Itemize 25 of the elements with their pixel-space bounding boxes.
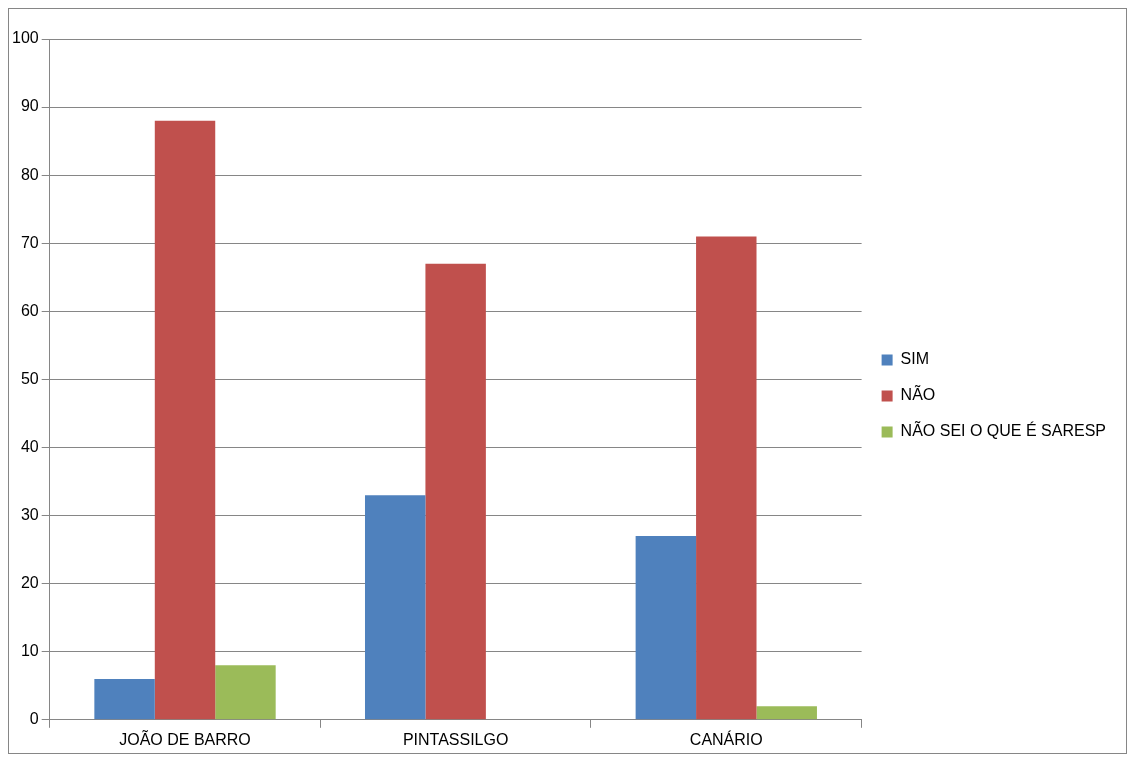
x-tick-label: JOÃO DE BARRO	[119, 728, 251, 748]
y-tick-label: 10	[20, 642, 39, 660]
y-tick-label: 40	[20, 437, 39, 455]
bar	[364, 495, 426, 720]
bar	[425, 263, 486, 720]
bar	[635, 535, 697, 720]
x-tick-label: CANÁRIO	[689, 729, 763, 748]
bar	[696, 236, 757, 720]
y-tick-label: 50	[20, 369, 39, 387]
y-tick-label: 80	[20, 165, 39, 183]
bar	[215, 665, 276, 720]
y-tick-label: 90	[20, 97, 39, 115]
x-tick-label: PINTASSILGO	[402, 730, 509, 748]
legend-label: NÃO	[900, 384, 936, 404]
bar	[94, 678, 155, 720]
y-tick-label: 70	[20, 233, 39, 251]
y-tick-label: 0	[29, 710, 39, 728]
y-tick-label: 100	[11, 29, 39, 47]
legend-label: SIM	[900, 350, 930, 368]
bar	[756, 706, 817, 720]
bar	[154, 120, 216, 720]
y-tick-label: 60	[20, 301, 39, 319]
y-tick-label: 20	[20, 574, 39, 592]
y-tick-label: 30	[20, 505, 39, 523]
legend-label: NÃO SEI O QUE É SARESP	[900, 420, 1106, 440]
